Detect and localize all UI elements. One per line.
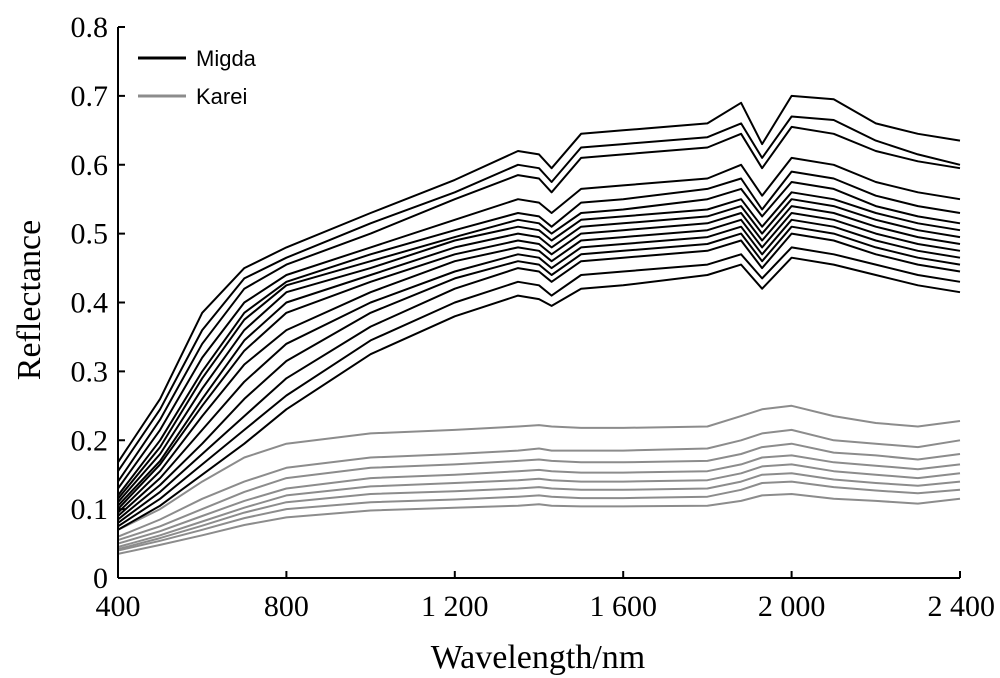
x-tick-label: 1 200 — [421, 590, 489, 623]
y-tick-label: 0.8 — [71, 11, 109, 44]
series-line-migda-7 — [117, 198, 961, 507]
series-line-karei-16 — [117, 428, 961, 538]
series-line-karei-22 — [117, 493, 961, 555]
legend-label-karei: Karei — [196, 84, 247, 109]
series-line-migda-14 — [117, 256, 961, 531]
series-line-migda-6 — [117, 191, 961, 503]
series-line-karei-19 — [117, 463, 961, 548]
series-layer — [117, 94, 961, 555]
x-tick-label: 400 — [96, 590, 141, 623]
series-line-migda-0 — [117, 94, 961, 463]
x-axis-title: Wavelength/nm — [431, 639, 645, 676]
x-tick-label: 2 400 — [928, 590, 996, 623]
series-line-migda-8 — [117, 205, 961, 510]
series-line-karei-18 — [117, 454, 961, 545]
legend-label-migda: Migda — [196, 46, 257, 71]
series-line-migda-4 — [117, 170, 961, 497]
x-tick-label: 1 600 — [589, 590, 657, 623]
y-tick-label: 0.5 — [71, 218, 109, 251]
series-line-migda-5 — [117, 181, 961, 500]
legend: Migda Karei — [138, 46, 257, 109]
series-line-migda-1 — [117, 115, 961, 472]
y-tick-label: 0.6 — [71, 149, 109, 182]
series-line-karei-15 — [117, 404, 961, 531]
y-tick-label: 0.4 — [71, 287, 109, 320]
y-tick-label: 0.2 — [71, 424, 109, 457]
y-tick-label: 0.3 — [71, 355, 109, 388]
series-line-karei-21 — [117, 480, 961, 552]
x-tick-label: 2 000 — [758, 590, 826, 623]
y-tick-label: 0.7 — [71, 80, 109, 113]
series-line-migda-2 — [117, 125, 961, 483]
series-line-migda-12 — [117, 232, 961, 524]
y-tick-label: 0 — [93, 562, 108, 595]
y-tick-label: 0.1 — [71, 493, 109, 526]
series-line-migda-9 — [117, 212, 961, 514]
ticks-layer: 0 0.1 0.2 0.3 0.4 0.5 0.6 0.7 0.8 400 800 1 200 1 60… — [71, 11, 996, 623]
y-axis-title: Reflectance — [11, 220, 48, 380]
series-line-karei-20 — [117, 472, 961, 551]
series-line-karei-17 — [117, 442, 961, 542]
series-line-migda-10 — [117, 218, 961, 517]
series-line-migda-13 — [117, 246, 961, 528]
series-line-migda-11 — [117, 225, 961, 521]
series-line-migda-3 — [117, 156, 961, 490]
x-tick-label: 800 — [264, 590, 309, 623]
